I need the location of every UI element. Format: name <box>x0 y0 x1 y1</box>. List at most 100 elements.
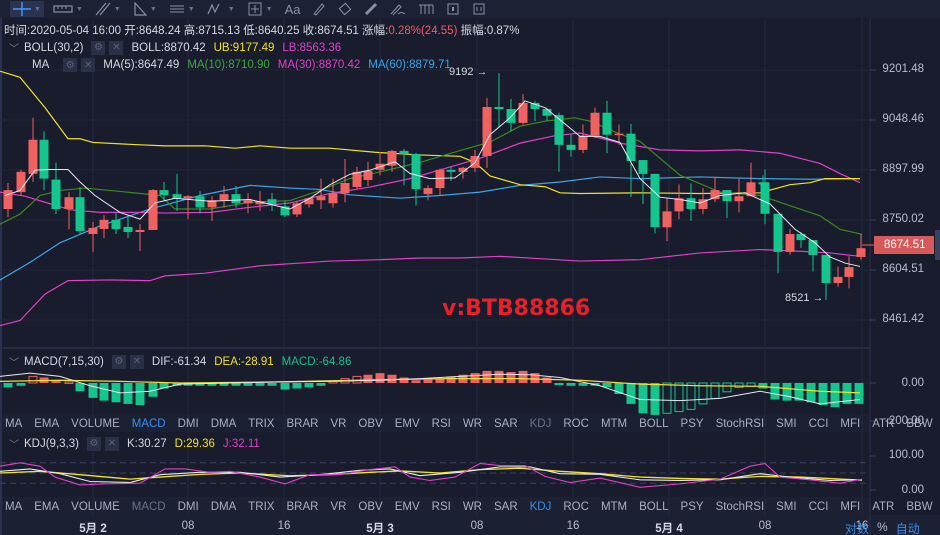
caret-down-icon: ▼ <box>34 5 41 13</box>
pen-tool-button[interactable] <box>387 1 409 17</box>
macd-dea-value: DEA:-28.91 <box>214 355 274 368</box>
ruler-tool-button[interactable]: ▼ <box>50 1 86 17</box>
indicator-tab-wr[interactable]: WR <box>462 501 482 513</box>
close-icon[interactable]: ✕ <box>129 354 144 369</box>
indicator-tab-emv[interactable]: EMV <box>394 501 420 513</box>
horizontal-lines-icon <box>169 5 184 13</box>
indicator-tab-bbw[interactable]: BBW <box>906 418 933 430</box>
macd-value: MACD:-64.86 <box>281 355 352 368</box>
indicator-tab-roc[interactable]: ROC <box>563 501 589 513</box>
collapse-chevron-icon[interactable]: ﹀ <box>9 44 19 55</box>
indicator-tab-macd[interactable]: MACD <box>131 418 166 430</box>
indicator-tab-cci[interactable]: CCI <box>808 418 829 430</box>
indicator-tab-obv[interactable]: OBV <box>358 418 383 430</box>
text-tool-button[interactable]: Aa <box>282 1 304 17</box>
indicator-tab-rsi[interactable]: RSI <box>431 501 451 513</box>
indicator-tab-smi[interactable]: SMI <box>776 501 797 513</box>
lock-tool-button[interactable] <box>443 1 463 17</box>
indicator-tab-dmi[interactable]: DMI <box>177 501 199 513</box>
indicator-tab-dma[interactable]: DMA <box>210 418 237 430</box>
time-axis: 5月 2 08 16 5月 3 08 16 5月 4 08 16 <box>0 518 870 535</box>
indicator-tab-mtm[interactable]: MTM <box>600 501 628 513</box>
indicator-tab-psy[interactable]: PSY <box>680 501 704 513</box>
macd-tick: 0.00 <box>901 377 924 389</box>
indicator-tab-mfi[interactable]: MFI <box>840 418 861 430</box>
gear-icon[interactable]: ⚙ <box>63 58 78 72</box>
time-axis-label: 5月 3 <box>366 523 394 535</box>
indicator-tab-ma[interactable]: MA <box>5 501 23 513</box>
time-axis-label: 5月 2 <box>79 523 107 535</box>
indicator-tab-stochrsi[interactable]: StochRSI <box>715 418 765 430</box>
indicator-tab-trix[interactable]: TRIX <box>248 418 275 430</box>
indicator-tab-cci[interactable]: CCI <box>808 501 829 513</box>
percent-scale-toggle[interactable]: % <box>877 520 888 534</box>
hide-tool-button[interactable] <box>469 1 489 17</box>
indicator-tab-vr[interactable]: VR <box>330 501 347 513</box>
parallel-lines-tool-button[interactable]: ▼ <box>92 1 124 17</box>
indicator-tab-wr[interactable]: WR <box>462 418 482 430</box>
indicator-tab-roc[interactable]: ROC <box>563 418 589 430</box>
crosshair-tool-button[interactable]: ▼ <box>10 1 44 17</box>
indicator-tab-ema[interactable]: EMA <box>34 501 60 513</box>
horizontal-lines-tool-button[interactable]: ▼ <box>166 1 198 17</box>
gear-icon[interactable]: ⚙ <box>91 40 106 55</box>
indicator-tab-volume[interactable]: VOLUME <box>71 501 120 513</box>
eraser-tool-button[interactable] <box>335 1 355 17</box>
close-icon[interactable]: ✕ <box>104 436 119 451</box>
gear-icon[interactable]: ⚙ <box>111 354 126 369</box>
indicator-tab-brar[interactable]: BRAR <box>286 418 319 430</box>
collapse-chevron-icon[interactable]: ﹀ <box>9 358 19 369</box>
indicator-tab-macd[interactable]: MACD <box>131 501 166 513</box>
price-tick: 9048.46 <box>882 113 924 125</box>
indicator-tab-smi[interactable]: SMI <box>776 418 797 430</box>
boll-lb-value: LB:8563.36 <box>282 41 342 54</box>
close-icon[interactable]: ✕ <box>109 40 124 55</box>
indicator-tab-dma[interactable]: DMA <box>210 501 237 513</box>
indicator-tab-boll[interactable]: BOLL <box>639 418 669 430</box>
brush-tool-button[interactable] <box>309 1 329 17</box>
collapse-chevron-icon[interactable]: ﹀ <box>9 440 19 451</box>
boll-legend: ﹀ BOLL(30,2) ⚙ ✕ BOLL:8870.42 UB:9177.49… <box>8 40 341 55</box>
indicator-tab-ma[interactable]: MA <box>5 418 23 430</box>
axis-drag-handle[interactable] <box>935 230 940 260</box>
text-icon: Aa <box>284 1 301 17</box>
triangle-tool-button[interactable]: ▼ <box>130 1 160 17</box>
hide-icon <box>473 3 485 15</box>
triangle-icon <box>134 2 147 16</box>
indicator-tab-vr[interactable]: VR <box>330 418 347 430</box>
indicator-tab-sar[interactable]: SAR <box>493 418 518 430</box>
indicator-tab-bbw[interactable]: BBW <box>906 501 933 513</box>
indicator-tab-psy[interactable]: PSY <box>680 418 704 430</box>
pattern-tool-button[interactable] <box>415 1 437 17</box>
indicator-tab-kdj[interactable]: KDJ <box>529 418 552 430</box>
gear-icon[interactable]: ⚙ <box>86 436 101 451</box>
indicator-tab-rsi[interactable]: RSI <box>431 418 451 430</box>
highlighter-tool-button[interactable] <box>361 1 381 17</box>
indicator-tab-mfi[interactable]: MFI <box>840 501 861 513</box>
measure-box-tool-button[interactable]: ▼ <box>244 1 276 17</box>
indicator-tab-stochrsi[interactable]: StochRSI <box>715 501 765 513</box>
indicator-tab-obv[interactable]: OBV <box>358 501 383 513</box>
low-marker: 8521 → <box>785 292 824 304</box>
indicator-tab-kdj[interactable]: KDJ <box>529 501 552 513</box>
indicator-tab-emv[interactable]: EMV <box>394 418 420 430</box>
auto-scale-toggle[interactable]: 自动 <box>895 522 920 535</box>
indicator-tab-trix[interactable]: TRIX <box>248 501 275 513</box>
caret-down-icon: ▼ <box>187 5 195 13</box>
indicator-tab-ema[interactable]: EMA <box>34 418 60 430</box>
close-icon[interactable]: ✕ <box>81 58 96 72</box>
log-scale-toggle[interactable]: 对数 <box>845 522 870 535</box>
indicator-tab-brar[interactable]: BRAR <box>286 501 319 513</box>
indicator-tab-dmi[interactable]: DMI <box>177 418 199 430</box>
wave-pattern-tool-button[interactable]: ▼ <box>204 1 238 17</box>
kdj-tick: 100.00 <box>888 449 924 461</box>
indicator-tab-mtm[interactable]: MTM <box>600 418 628 430</box>
indicator-tab-atr[interactable]: ATR <box>872 501 895 513</box>
indicator-tab-atr[interactable]: ATR <box>872 418 895 430</box>
indicator-tab-boll[interactable]: BOLL <box>639 501 669 513</box>
highlighter-icon <box>365 2 378 16</box>
wave-pattern-icon <box>207 3 220 15</box>
indicator-tab-volume[interactable]: VOLUME <box>71 418 120 430</box>
indicator-tab-sar[interactable]: SAR <box>493 501 518 513</box>
